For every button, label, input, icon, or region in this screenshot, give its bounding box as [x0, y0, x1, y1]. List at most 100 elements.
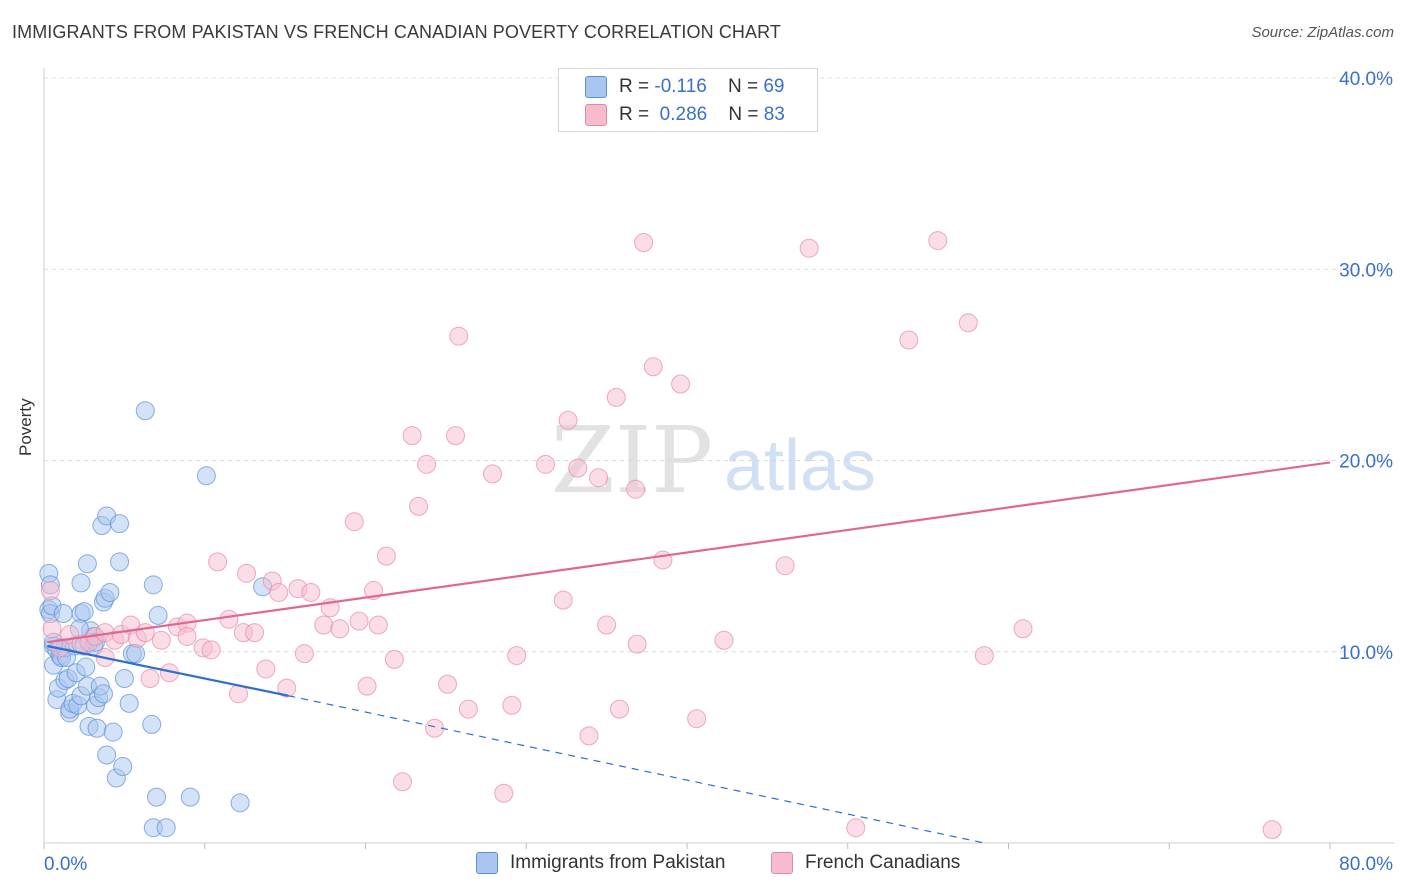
data-point [402, 426, 422, 446]
data-point [553, 590, 573, 610]
data-point [846, 818, 866, 838]
data-point [40, 581, 60, 601]
trend-line-pakistan [46, 644, 289, 697]
bottom-legend-swatch-pakistan [476, 852, 498, 874]
data-point [156, 818, 176, 838]
y-tick-label: 10.0% [1339, 643, 1393, 664]
x-tick-label: 0.0% [44, 854, 87, 875]
data-point [110, 552, 130, 572]
data-point [458, 699, 478, 719]
correlation-legend: R = -0.116 N = 69 R = 0.286 N = 83 [558, 68, 818, 132]
legend-n-value: 83 [763, 104, 785, 125]
data-point [899, 330, 919, 350]
data-point [100, 582, 120, 602]
data-point [77, 554, 97, 574]
data-point [330, 619, 350, 639]
data-point [671, 374, 691, 394]
data-point [558, 410, 578, 430]
data-point [110, 514, 130, 534]
trend-line-french-canadian [47, 461, 1331, 644]
watermark-atlas: atlas [724, 426, 876, 506]
data-point [151, 630, 171, 650]
legend-n-label: N = [727, 76, 764, 97]
data-point [643, 357, 663, 377]
data-point [135, 623, 155, 643]
data-point [928, 231, 948, 251]
trend-line-pakistan-extension [288, 695, 985, 844]
y-tick-label: 40.0% [1339, 69, 1393, 90]
data-point [579, 726, 599, 746]
data-point [140, 669, 160, 689]
bottom-legend-french-canadian: French Canadians [771, 852, 960, 874]
data-point [177, 626, 197, 646]
data-point [974, 646, 994, 666]
trend-layer [46, 461, 1331, 844]
data-point [417, 454, 437, 474]
data-point [775, 556, 795, 576]
data-point [357, 676, 377, 696]
y-tick-label: 30.0% [1339, 260, 1393, 281]
y-tick-label: 20.0% [1339, 452, 1393, 473]
data-point [277, 678, 297, 698]
data-point [245, 623, 265, 643]
data-point [597, 615, 617, 635]
data-point [627, 634, 647, 654]
data-point [507, 646, 527, 666]
data-point [606, 387, 626, 407]
data-point [349, 611, 369, 631]
data-point [449, 326, 469, 346]
legend-r-label: R = [619, 104, 655, 125]
data-point [609, 699, 629, 719]
data-point [76, 657, 96, 677]
data-point [344, 512, 364, 532]
data-point [119, 693, 139, 713]
legend-swatch-french-canadian [585, 104, 607, 126]
data-point [148, 605, 168, 625]
data-point [502, 695, 522, 715]
chart-title: IMMIGRANTS FROM PAKISTAN VS FRENCH CANAD… [12, 22, 781, 42]
bottom-legend-label-french-canadian: French Canadians [805, 852, 961, 873]
data-point [97, 745, 117, 765]
data-point [180, 787, 200, 807]
data-point [446, 426, 466, 446]
x-tick-label: 80.0% [1339, 854, 1393, 875]
data-point [103, 722, 123, 742]
data-point [634, 232, 654, 252]
data-point [142, 714, 162, 734]
legend-row-pakistan: R = -0.116 N = 69 [585, 73, 784, 101]
data-point [714, 630, 734, 650]
tick-label-layer: 10.0% 20.0% 30.0% 40.0% 0.0% 80.0% [44, 69, 1393, 875]
data-point [376, 546, 396, 566]
data-point [114, 669, 134, 689]
data-point [208, 552, 228, 572]
data-point [201, 640, 221, 660]
data-point [301, 582, 321, 602]
legend-r-value: -0.116 [654, 76, 707, 97]
source-label: Source: ZipAtlas.com [1251, 24, 1394, 41]
data-point [687, 709, 707, 729]
data-point [1013, 619, 1033, 639]
data-point [368, 615, 388, 635]
data-point [230, 793, 250, 813]
data-point [74, 602, 94, 622]
data-point [958, 313, 978, 333]
data-point [536, 454, 556, 474]
series-french-canadian [40, 231, 1282, 840]
points-layer [39, 231, 1282, 840]
data-point [437, 674, 457, 694]
data-point [269, 582, 289, 602]
data-point [653, 550, 673, 570]
data-point [482, 464, 502, 484]
data-point [1262, 820, 1282, 840]
bottom-legend-swatch-french-canadian [771, 852, 793, 874]
data-point [87, 718, 107, 738]
bottom-legend-label-pakistan: Immigrants from Pakistan [510, 852, 726, 873]
data-point [196, 466, 216, 486]
legend-r-label: R = [619, 76, 655, 97]
data-point [219, 609, 239, 629]
legend-r-value: 0.286 [654, 104, 708, 125]
data-point [237, 563, 257, 583]
bottom-legend-pakistan: Immigrants from Pakistan [476, 852, 725, 874]
data-point [42, 619, 62, 639]
